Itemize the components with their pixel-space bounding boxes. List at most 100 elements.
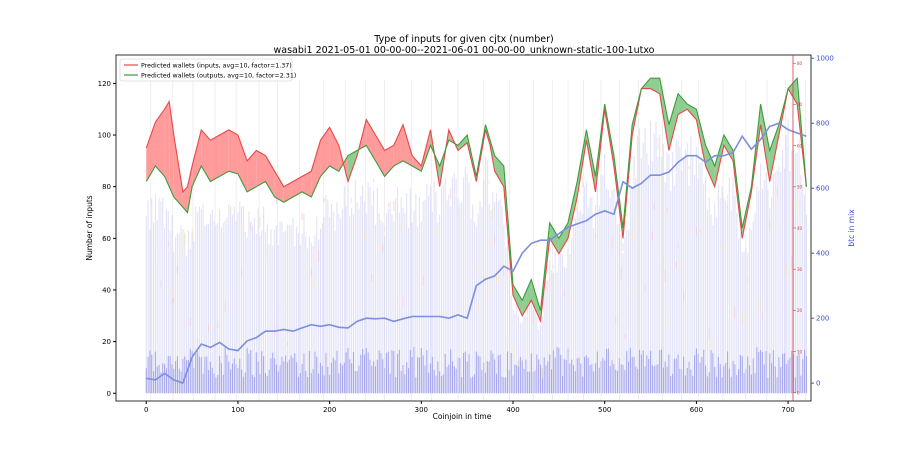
- prediction-fill: [228, 129, 238, 174]
- bar-back: [517, 314, 520, 394]
- bar-speck: [651, 231, 653, 241]
- bar-back: [791, 150, 793, 394]
- bar-front: [673, 358, 675, 394]
- bar-speck: [518, 359, 520, 367]
- bar-back: [165, 208, 167, 394]
- bar-back: [683, 157, 685, 394]
- x-axis-label: Coinjoin in time: [433, 412, 492, 421]
- bar-speck: [422, 275, 424, 286]
- bar-back: [297, 233, 300, 394]
- bar-back: [771, 197, 773, 394]
- bar-back: [785, 134, 787, 394]
- bar-back: [213, 220, 215, 394]
- bar-front: [736, 375, 738, 394]
- bar-back: [802, 184, 804, 394]
- bar-back: [162, 197, 164, 394]
- bar-front: [277, 371, 279, 394]
- bar-back: [657, 156, 659, 394]
- bar-front: [785, 364, 787, 394]
- bar-back: [694, 175, 696, 394]
- bar-front: [694, 355, 696, 394]
- bar-front: [519, 357, 521, 394]
- bar-front: [455, 368, 457, 394]
- bar-front: [657, 364, 659, 394]
- bar-front: [505, 377, 507, 394]
- bar-back: [501, 206, 503, 394]
- bar-back: [552, 272, 554, 394]
- bar-speck: [664, 269, 666, 282]
- bar-front: [297, 376, 300, 394]
- bar-speck: [151, 198, 153, 204]
- bar-back: [248, 211, 250, 394]
- plot-frame: [115, 54, 812, 402]
- bar-front: [750, 374, 752, 394]
- y3-tick-label: 20: [797, 308, 803, 313]
- bar-back: [732, 177, 734, 394]
- bar-back: [637, 135, 639, 394]
- bar-back: [459, 203, 461, 394]
- legend: Predicted wallets (inputs, avg=10, facto…: [119, 58, 296, 82]
- bar-back: [398, 212, 400, 394]
- bar-speck: [371, 274, 373, 282]
- bar-front: [395, 377, 397, 394]
- bar-front: [664, 361, 666, 394]
- x-tick-label: 0: [144, 406, 148, 414]
- bar-back: [154, 194, 156, 394]
- bar-back: [404, 212, 406, 394]
- bar-front: [473, 374, 476, 394]
- bar-front: [716, 376, 718, 394]
- bar-back: [209, 214, 211, 394]
- bar-back: [727, 205, 729, 394]
- bar-speck: [264, 309, 266, 316]
- bar-front: [308, 351, 311, 394]
- prediction-fill: [155, 109, 165, 177]
- bar-front: [435, 375, 437, 394]
- bar-front: [404, 374, 406, 394]
- bar-front: [156, 366, 158, 394]
- bar-front: [202, 373, 204, 394]
- bar-back: [437, 222, 439, 394]
- bar-front: [351, 363, 353, 394]
- bar-back: [349, 216, 351, 394]
- bar-back: [494, 202, 496, 394]
- bar-speck: [393, 201, 395, 211]
- bar-speck: [197, 338, 199, 344]
- bar-back: [327, 199, 329, 394]
- bar-front: [620, 364, 622, 394]
- bar-front: [349, 359, 351, 394]
- legend-box: [119, 58, 293, 82]
- bar-back: [554, 251, 556, 394]
- bar-back: [151, 201, 153, 394]
- prediction-fill: [219, 129, 229, 177]
- bar-back: [734, 195, 736, 394]
- prediction-fill: [412, 155, 422, 172]
- bar-front: [525, 359, 527, 394]
- bar-speck: [683, 292, 685, 301]
- bar-back: [585, 180, 587, 394]
- bar-back: [314, 235, 316, 394]
- bar-back: [739, 231, 741, 394]
- y2-axis-ticks: 0 200 400 600 800 1000: [811, 55, 834, 388]
- bar-speck: [695, 226, 697, 235]
- bar-back: [182, 229, 184, 394]
- prediction-fill: [164, 101, 170, 187]
- bar-back: [385, 213, 388, 394]
- bar-back: [272, 245, 274, 394]
- bar-back: [648, 165, 650, 394]
- bar-speck: [761, 311, 763, 321]
- series-line-btc: [146, 122, 807, 385]
- bar-back: [728, 177, 730, 394]
- bar-front: [796, 355, 798, 394]
- bar-front: [583, 356, 586, 394]
- bar-back: [358, 208, 360, 394]
- bar-front: [523, 368, 525, 394]
- y-tick-label: 100: [98, 132, 111, 140]
- bar-front: [373, 361, 375, 394]
- bar-back: [769, 208, 771, 394]
- bar-back: [244, 231, 246, 394]
- bar-front: [437, 361, 439, 394]
- bar-front: [589, 365, 591, 394]
- bar-back: [475, 226, 477, 394]
- bar-back: [187, 230, 189, 394]
- y-axis-ticks: 0 20 40 60 80 100 120: [98, 80, 116, 398]
